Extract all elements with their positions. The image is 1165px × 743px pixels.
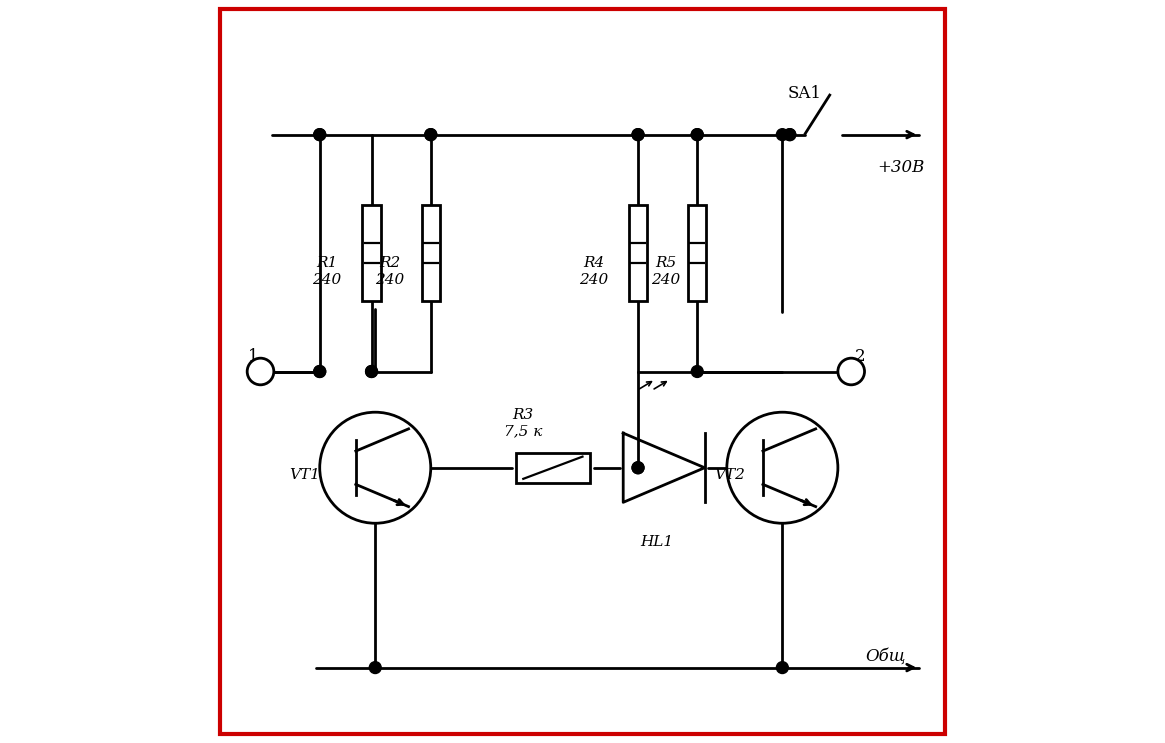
- Circle shape: [313, 129, 326, 140]
- Bar: [689, 205, 706, 301]
- Circle shape: [633, 129, 644, 140]
- Circle shape: [691, 129, 704, 140]
- Circle shape: [366, 366, 377, 377]
- Text: +30В: +30В: [877, 160, 925, 176]
- Circle shape: [425, 129, 437, 140]
- Bar: [422, 205, 440, 301]
- Text: Общ: Общ: [866, 648, 906, 665]
- Bar: [362, 205, 381, 301]
- Text: VT1: VT1: [289, 468, 319, 482]
- Text: HL1: HL1: [640, 535, 673, 549]
- Circle shape: [633, 462, 644, 473]
- Circle shape: [633, 462, 644, 473]
- Bar: [516, 453, 589, 482]
- Circle shape: [313, 129, 326, 140]
- Circle shape: [247, 358, 274, 385]
- Circle shape: [838, 358, 864, 385]
- Circle shape: [313, 366, 326, 377]
- Circle shape: [425, 129, 437, 140]
- Circle shape: [691, 129, 704, 140]
- Text: R1
240: R1 240: [312, 256, 341, 287]
- Circle shape: [369, 662, 381, 673]
- Text: R5
240: R5 240: [651, 256, 680, 287]
- Circle shape: [313, 366, 326, 377]
- Circle shape: [727, 412, 838, 523]
- Text: R4
240: R4 240: [579, 256, 608, 287]
- Circle shape: [776, 662, 789, 673]
- Text: R3
7,5 к: R3 7,5 к: [504, 408, 543, 438]
- Circle shape: [776, 129, 789, 140]
- Text: R2
240: R2 240: [375, 256, 404, 287]
- Circle shape: [691, 366, 704, 377]
- Circle shape: [319, 412, 431, 523]
- Circle shape: [784, 129, 796, 140]
- Bar: [629, 205, 648, 301]
- Text: 1: 1: [248, 348, 259, 366]
- Circle shape: [633, 129, 644, 140]
- Circle shape: [784, 129, 796, 140]
- Circle shape: [366, 366, 377, 377]
- Text: 2: 2: [855, 348, 866, 366]
- Text: VT2: VT2: [714, 468, 746, 482]
- Text: SA1: SA1: [788, 85, 821, 103]
